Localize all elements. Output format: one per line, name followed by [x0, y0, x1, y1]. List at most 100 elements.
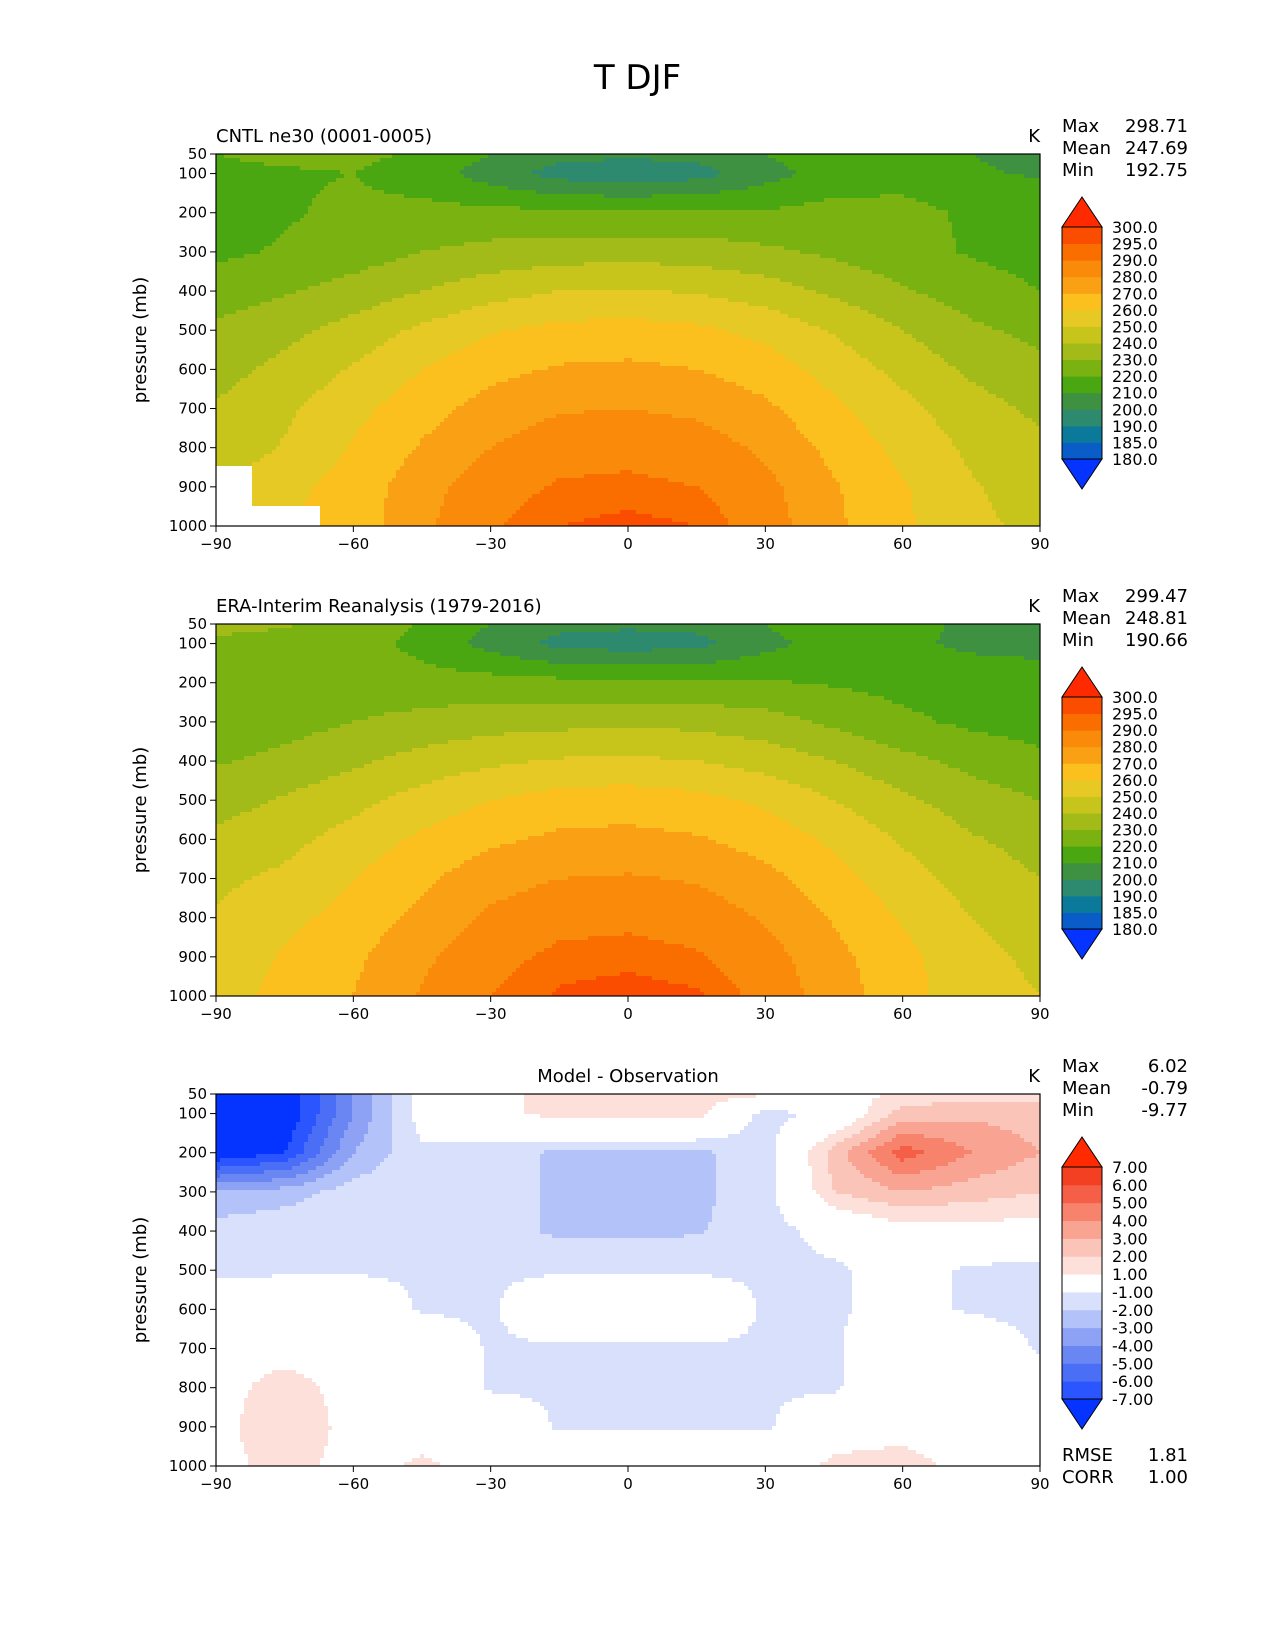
stat-label-mean: Mean — [1062, 138, 1111, 159]
colorbar-swatch — [1062, 829, 1102, 847]
colorbar-swatch — [1062, 763, 1102, 781]
colorbar-swatch — [1062, 1309, 1102, 1329]
colorbar-swatch — [1062, 779, 1102, 797]
colorbar-difference: -7.00-6.00-5.00-4.00-3.00-2.00-1.001.002… — [1061, 1136, 1153, 1430]
stat-label-min: Min — [1062, 1100, 1094, 1121]
colorbar-swatch — [1062, 862, 1102, 880]
y-tick-label: 50 — [188, 1085, 207, 1103]
colorbar-label: 2.00 — [1112, 1247, 1148, 1266]
colorbar-label: 210.0 — [1112, 854, 1158, 873]
colorbar-swatch — [1062, 1327, 1102, 1346]
y-tick-label: 700 — [178, 400, 207, 418]
colorbar-swatch — [1062, 1363, 1102, 1382]
stat-value-max: 299.47 — [1125, 586, 1188, 607]
colorbar-swatch — [1062, 392, 1102, 410]
colorbar-swatch — [1062, 912, 1102, 930]
colorbar-label: 200.0 — [1112, 400, 1158, 419]
panel-title: CNTL ne30 (0001-0005) — [216, 126, 432, 147]
colorbar-swatch — [1062, 276, 1102, 294]
x-tick-label: 0 — [623, 1475, 633, 1493]
colorbar-swatch — [1062, 243, 1102, 261]
colorbar-swatch — [1062, 846, 1102, 864]
stat-value-mean: 248.81 — [1125, 608, 1188, 629]
colorbar-swatch — [1062, 1184, 1102, 1204]
stat-value-mean: -0.79 — [1141, 1078, 1188, 1099]
colorbar-label: 185.0 — [1112, 903, 1158, 922]
y-tick-label: 500 — [178, 791, 207, 809]
colorbar-swatch — [1062, 879, 1102, 897]
colorbar-label: 220.0 — [1112, 367, 1158, 386]
panel-title: Model - Observation — [537, 1066, 719, 1087]
y-tick-label: 1000 — [169, 987, 207, 1005]
colorbar-swatch — [1062, 227, 1102, 245]
colorbar-label: 280.0 — [1112, 268, 1158, 287]
stat-label-min: Min — [1062, 160, 1094, 181]
y-axis-label: pressure (mb) — [130, 1217, 151, 1343]
y-tick-label: 700 — [178, 870, 207, 888]
stat-value-corr: 1.00 — [1148, 1467, 1188, 1488]
y-tick-label: 1000 — [169, 517, 207, 535]
y-tick-label: 900 — [178, 1418, 207, 1436]
x-tick-label: 30 — [756, 1005, 775, 1023]
colorbar-label: 230.0 — [1112, 351, 1158, 370]
stat-value-max: 6.02 — [1148, 1056, 1188, 1077]
x-tick-label: 60 — [893, 1005, 912, 1023]
colorbar-swatch — [1062, 1167, 1102, 1186]
stat-value-min: 192.75 — [1125, 160, 1188, 181]
colorbar-swatch — [1062, 359, 1102, 377]
colorbar-label: -1.00 — [1112, 1283, 1153, 1302]
x-tick-label: 90 — [1030, 1475, 1049, 1493]
colorbar-swatch — [1062, 260, 1102, 278]
colorbar-label: 260.0 — [1112, 771, 1158, 790]
y-tick-label: 700 — [178, 1340, 207, 1358]
x-tick-label: 0 — [623, 535, 633, 553]
stat-label-corr: CORR — [1062, 1467, 1114, 1488]
colorbar-label: 295.0 — [1112, 235, 1158, 254]
x-tick-label: 0 — [623, 1005, 633, 1023]
colorbar-label: 3.00 — [1112, 1229, 1148, 1248]
y-tick-label: 50 — [188, 145, 207, 163]
y-tick-label: 200 — [178, 1144, 207, 1162]
colorbar-swatch — [1062, 895, 1102, 913]
colorbar-swatch — [1062, 730, 1102, 748]
stat-label-max: Max — [1062, 1056, 1100, 1077]
x-tick-label: 30 — [756, 1475, 775, 1493]
y-tick-label: 200 — [178, 674, 207, 692]
colorbar-label: 190.0 — [1112, 887, 1158, 906]
colorbar-label: 300.0 — [1112, 688, 1158, 707]
colorbar-swatch — [1062, 1202, 1102, 1222]
colorbar-swatch — [1062, 1381, 1102, 1400]
y-tick-label: 800 — [178, 1379, 207, 1397]
colorbar-frame — [1061, 226, 1103, 460]
stat-label-mean: Mean — [1062, 608, 1111, 629]
x-tick-label: −90 — [200, 1475, 232, 1493]
panel-difference: −90 −60 −30 0 30 60 90 50 100 200 300 400 500 600 700 8… — [130, 1056, 1188, 1493]
colorbar-label: 5.00 — [1112, 1194, 1148, 1213]
colorbar-label: 250.0 — [1112, 787, 1158, 806]
colorbar-label: 260.0 — [1112, 301, 1158, 320]
y-tick-label: 600 — [178, 360, 207, 378]
colorbar-swatch — [1062, 813, 1102, 831]
stat-value-rmse: 1.81 — [1148, 1445, 1188, 1466]
colorbar-extend-min — [1061, 458, 1103, 490]
colorbar-swatch — [1062, 326, 1102, 344]
stat-value-max: 298.71 — [1125, 116, 1188, 137]
x-tick-label: 30 — [756, 535, 775, 553]
y-tick-label: 900 — [178, 478, 207, 496]
figure-title: T DJF — [593, 58, 682, 98]
stat-label-min: Min — [1062, 630, 1094, 651]
colorbar-label: 180.0 — [1112, 920, 1158, 939]
colorbar-label: 230.0 — [1112, 821, 1158, 840]
x-tick-label: −90 — [200, 1005, 232, 1023]
contour-field-reference — [216, 624, 1041, 997]
colorbar-label: 240.0 — [1112, 334, 1158, 353]
colorbar-swatch — [1062, 442, 1102, 460]
colorbar-label: 210.0 — [1112, 384, 1158, 403]
y-tick-label: 1000 — [169, 1457, 207, 1475]
colorbar-label: 6.00 — [1112, 1176, 1148, 1195]
x-tick-label: 90 — [1030, 535, 1049, 553]
y-tick-label: 400 — [178, 752, 207, 770]
units-label: K — [1028, 596, 1041, 617]
panel-title: ERA-Interim Reanalysis (1979-2016) — [216, 596, 542, 617]
